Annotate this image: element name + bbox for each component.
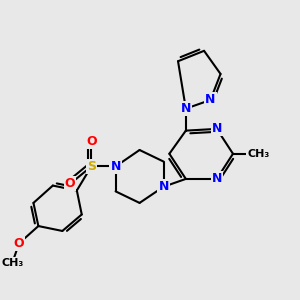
Text: O: O [86, 135, 97, 148]
Text: S: S [87, 160, 96, 173]
Text: N: N [158, 180, 169, 193]
Text: CH₃: CH₃ [247, 149, 269, 159]
Text: O: O [65, 177, 76, 190]
Text: N: N [181, 102, 191, 115]
Text: N: N [110, 160, 121, 173]
Text: O: O [14, 237, 24, 250]
Text: N: N [212, 122, 222, 135]
Text: N: N [205, 94, 216, 106]
Text: N: N [212, 172, 222, 185]
Text: CH₃: CH₃ [1, 258, 23, 268]
